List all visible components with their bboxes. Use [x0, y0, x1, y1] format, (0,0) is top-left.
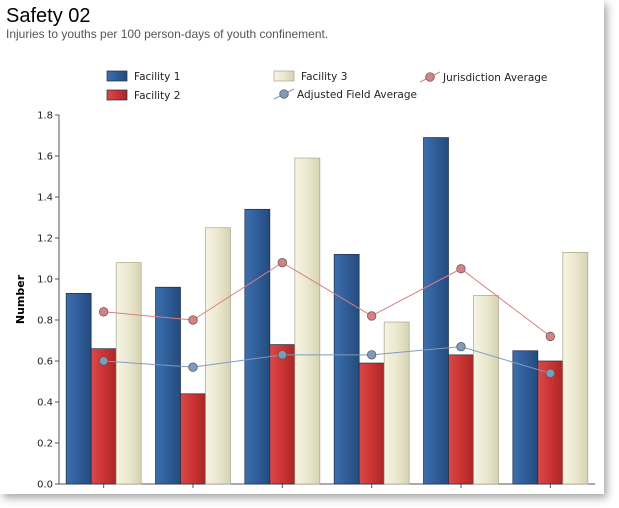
point-adjusted-field-average: [277, 350, 287, 360]
bar-facility-3: [562, 252, 589, 485]
bar-facility-1: [244, 208, 271, 485]
legend-swatch: [273, 70, 295, 82]
y-axis: 0.0 0.2 0.4 0.6 0.8 1.0 1.2 1.4 1.6 1.8 Number: [14, 111, 595, 491]
line-jurisdiction-average: [103, 262, 551, 337]
point-jurisdiction-average: [545, 331, 555, 342]
bar-facility-3: [115, 262, 142, 485]
bar-facility-1: [155, 286, 181, 485]
legend: Facility 1 Facility 2 Facility 3 Jurisdicti…: [106, 70, 547, 102]
y-tick-label: 1.8: [37, 111, 53, 122]
point-adjusted-field-average: [99, 356, 109, 366]
chart-title: Safety 02: [6, 5, 91, 27]
bar-facility-1: [423, 137, 449, 485]
y-axis-title: Number: [14, 274, 27, 324]
y-tick-label: 1.0: [37, 275, 53, 286]
bar-facility-2: [537, 360, 564, 485]
bar-facility-3: [473, 295, 499, 485]
y-tick-label: 0.8: [37, 316, 53, 327]
legend-label: Jurisdiction Average: [442, 72, 547, 84]
point-adjusted-field-average: [367, 350, 377, 360]
point-jurisdiction-average: [367, 311, 377, 321]
bar-facility-1: [512, 350, 539, 485]
point-jurisdiction-average: [277, 257, 287, 268]
y-tick-label: 0.0: [37, 480, 53, 491]
bar-facility-2: [269, 344, 296, 485]
point-jurisdiction-average: [188, 315, 198, 325]
legend-label: Facility 1: [134, 71, 180, 83]
legend-marker: [279, 89, 289, 99]
y-tick-label: 0.2: [37, 439, 53, 450]
legend-marker: [425, 72, 435, 82]
bar-facility-2: [90, 348, 117, 485]
chart-plot: Facility 1 Facility 2 Facility 3 Jurisdicti…: [14, 70, 595, 491]
y-tick-label: 1.2: [37, 234, 53, 245]
bar-facility-2: [358, 362, 385, 485]
line-adjusted-field-average: [103, 346, 551, 374]
legend-item-adjusted-field-average: Adjusted Field Average: [273, 88, 417, 101]
point-adjusted-field-average: [188, 362, 198, 372]
chart-subtitle: Injuries to youths per 100 person-days o…: [6, 27, 329, 41]
bar-facility-2: [448, 354, 474, 485]
legend-label: Adjusted Field Average: [297, 89, 417, 101]
legend-swatch: [106, 70, 128, 82]
legend-item-facility-3: Facility 3: [273, 70, 347, 83]
y-tick-label: 1.6: [37, 152, 53, 163]
bar-facility-3: [294, 157, 321, 485]
bar-facility-3: [205, 227, 231, 485]
point-adjusted-field-average: [456, 342, 466, 352]
point-adjusted-field-average: [545, 368, 555, 378]
legend-item-facility-1: Facility 1: [106, 70, 180, 83]
bar-facility-1: [333, 254, 360, 485]
y-tick-label: 1.4: [37, 193, 53, 204]
bar-facility-1: [65, 293, 92, 485]
legend-item-facility-2: Facility 2: [106, 89, 180, 102]
average-lines: [99, 257, 555, 378]
point-jurisdiction-average: [99, 307, 109, 317]
legend-label: Facility 3: [301, 71, 347, 83]
bar-facility-3: [383, 321, 410, 485]
bars: [65, 137, 589, 485]
bar-facility-2: [180, 393, 206, 485]
y-tick-label: 0.6: [37, 357, 53, 368]
y-tick-label: 0.4: [37, 398, 53, 409]
point-jurisdiction-average: [456, 264, 466, 274]
legend-swatch: [106, 89, 128, 101]
legend-item-jurisdiction-average: Jurisdiction Average: [419, 71, 547, 84]
legend-label: Facility 2: [134, 90, 180, 102]
